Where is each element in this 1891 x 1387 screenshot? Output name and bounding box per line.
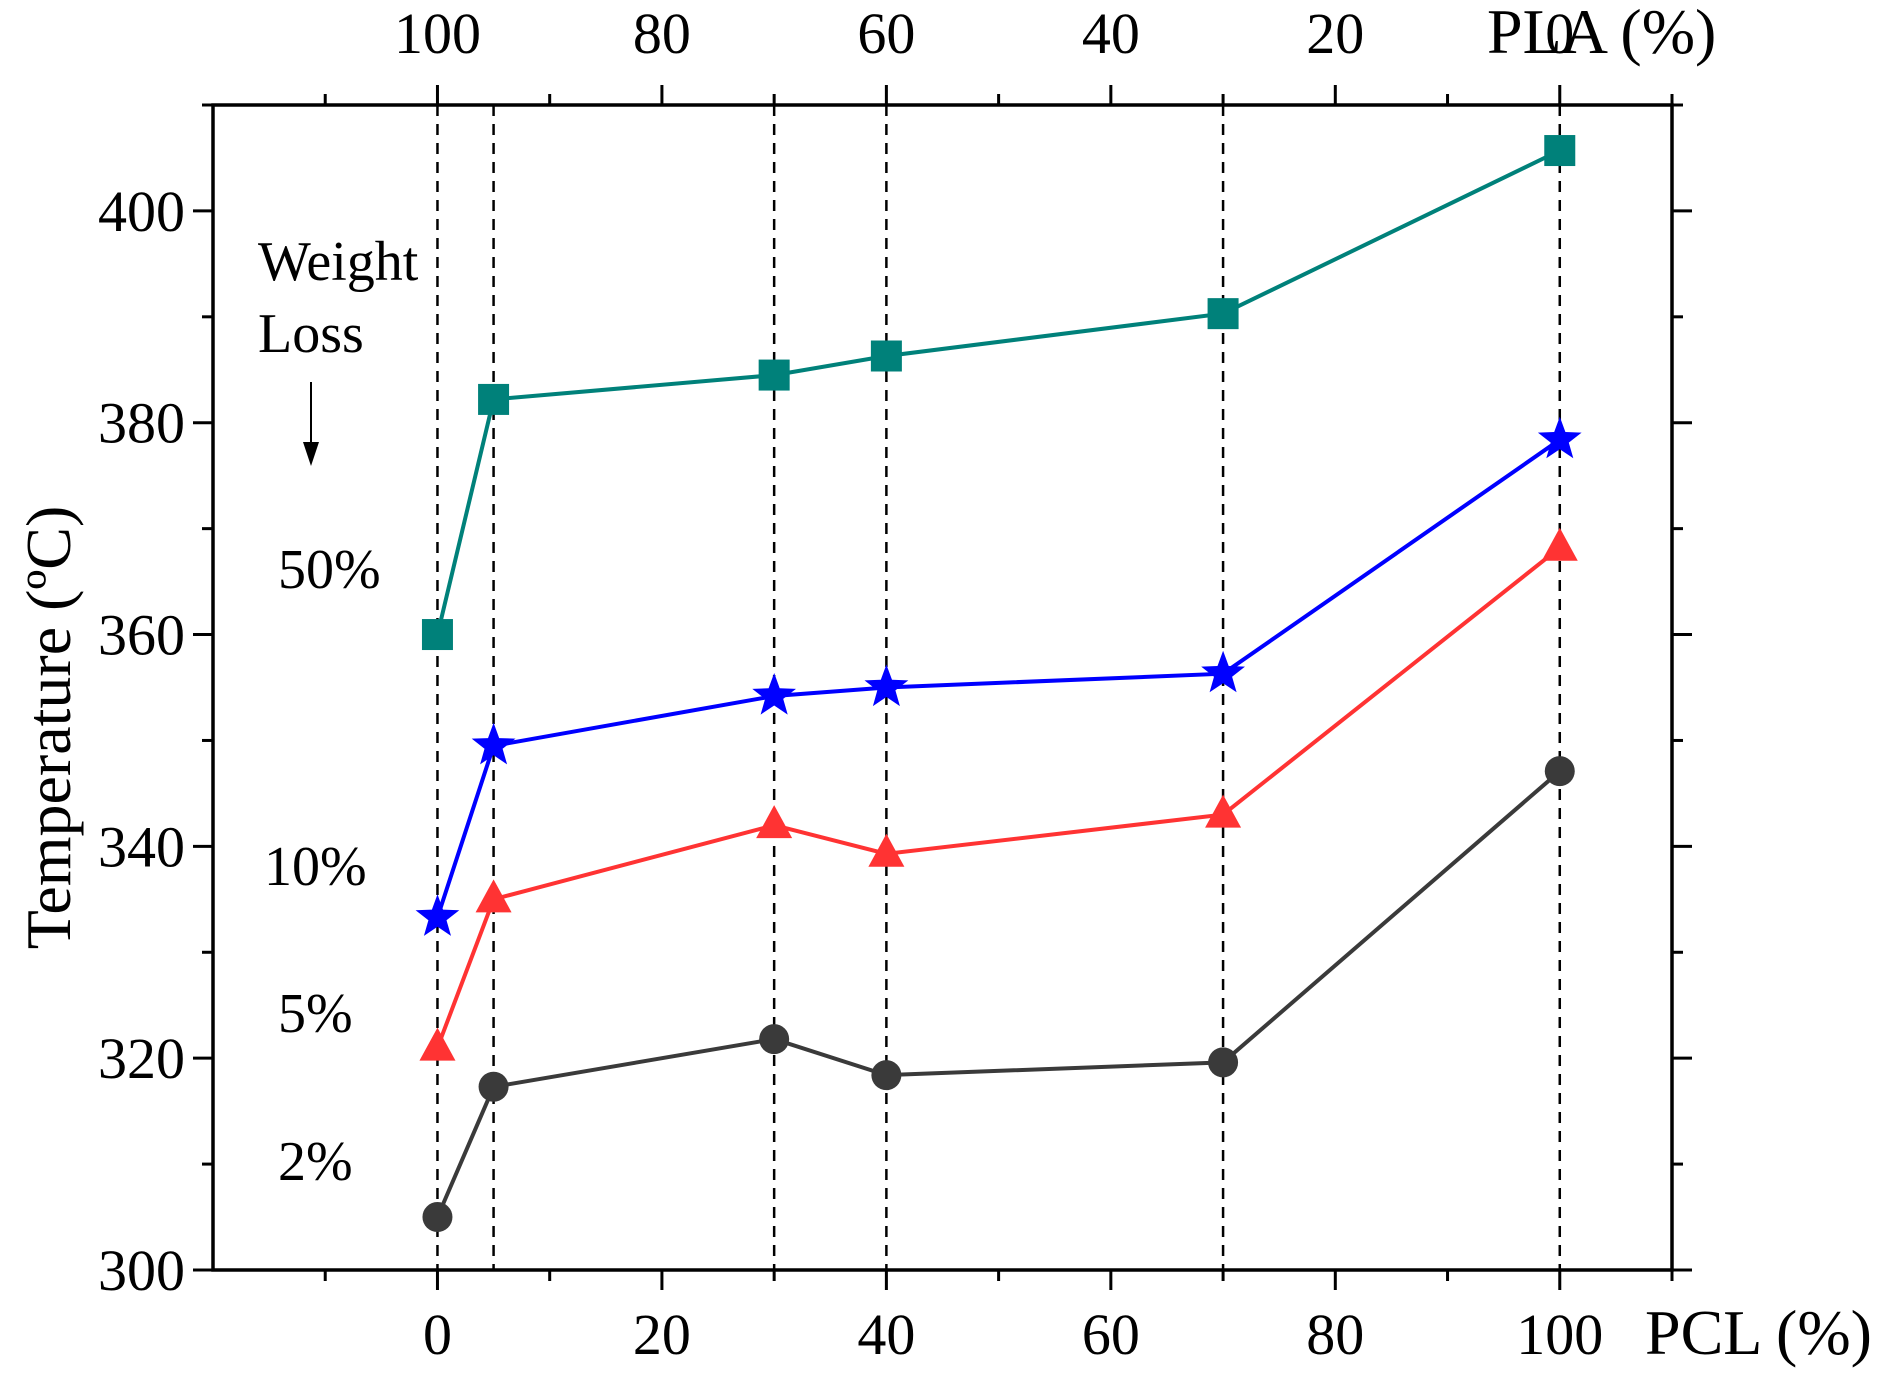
series-line-10pct: [435, 438, 1561, 918]
annotation-weight: Weight: [258, 231, 419, 293]
point-2pct: [1208, 1047, 1239, 1078]
point-10pct: [1537, 416, 1582, 459]
point-50pct: [870, 340, 902, 372]
point-10pct: [1201, 650, 1245, 693]
series-line-2pct: [435, 769, 1562, 1218]
point-2pct: [759, 1024, 790, 1055]
point-5pct: [868, 833, 905, 867]
point-2pct: [871, 1060, 902, 1091]
point-50pct: [758, 359, 790, 391]
axes-frame: [211, 103, 1674, 1272]
y-tick-label: 360: [98, 603, 185, 668]
point-50pct: [1207, 298, 1239, 330]
x-tick-label: 0: [423, 1302, 452, 1367]
point-2pct: [1544, 756, 1575, 787]
x-top-tick-label: 0: [1545, 1, 1574, 66]
x-axis-bottom-title: PCL (%): [1645, 1297, 1872, 1368]
x-tick-label: 100: [1516, 1302, 1603, 1367]
annotation-2-percent: 2%: [278, 1131, 353, 1193]
x-tick-label: 60: [1082, 1302, 1140, 1367]
point-5pct: [1541, 527, 1578, 561]
x-top-tick-label: 80: [633, 1, 691, 66]
down-arrow-icon: [303, 382, 319, 466]
dashed-guide-lines: [436, 105, 1562, 1270]
series-line-5pct: [435, 546, 1562, 1049]
annotation-5-percent: 5%: [278, 983, 353, 1045]
arrow-head: [303, 442, 319, 466]
point-50pct: [421, 619, 453, 651]
point-10pct: [752, 673, 796, 715]
y-axis-title: Temperature (ºC): [13, 506, 84, 950]
x-top-tick-label: 40: [1082, 1, 1140, 66]
y-tick-label: 400: [98, 179, 185, 244]
series-markers: [415, 135, 1582, 1233]
annotation-50-percent: 50%: [278, 539, 381, 601]
y-tick-label: 300: [98, 1238, 185, 1303]
axis-ticks: 0 20 40 60 80 100 100 80 60 40 20 0 300 320 340 360 380 4…: [98, 1, 1692, 1367]
annotation-loss: Loss: [258, 303, 364, 365]
y-tick-label: 320: [98, 1026, 185, 1091]
point-2pct: [422, 1202, 453, 1233]
x-tick-label: 40: [857, 1302, 915, 1367]
series-line-50pct: [435, 148, 1561, 635]
point-2pct: [478, 1071, 509, 1102]
point-10pct: [471, 722, 516, 765]
y-tick-label: 380: [98, 391, 185, 456]
series-lines: [435, 148, 1562, 1218]
point-5pct: [419, 1027, 456, 1061]
x-tick-label: 80: [1306, 1302, 1364, 1367]
x-top-tick-label: 100: [394, 1, 481, 66]
point-5pct: [756, 805, 793, 839]
point-10pct: [864, 664, 909, 707]
point-10pct: [415, 894, 460, 936]
x-tick-label: 20: [633, 1302, 691, 1367]
point-50pct: [478, 383, 510, 415]
y-tick-label: 340: [98, 814, 185, 879]
x-top-tick-label: 60: [857, 1, 915, 66]
point-5pct: [475, 879, 512, 913]
x-axis-top-title: PLA (%): [1487, 0, 1716, 67]
point-5pct: [1205, 794, 1242, 828]
plot-frame: [211, 103, 1674, 1272]
point-50pct: [1544, 135, 1576, 167]
x-top-tick-label: 20: [1306, 1, 1364, 66]
annotation-10-percent: 10%: [264, 836, 367, 898]
